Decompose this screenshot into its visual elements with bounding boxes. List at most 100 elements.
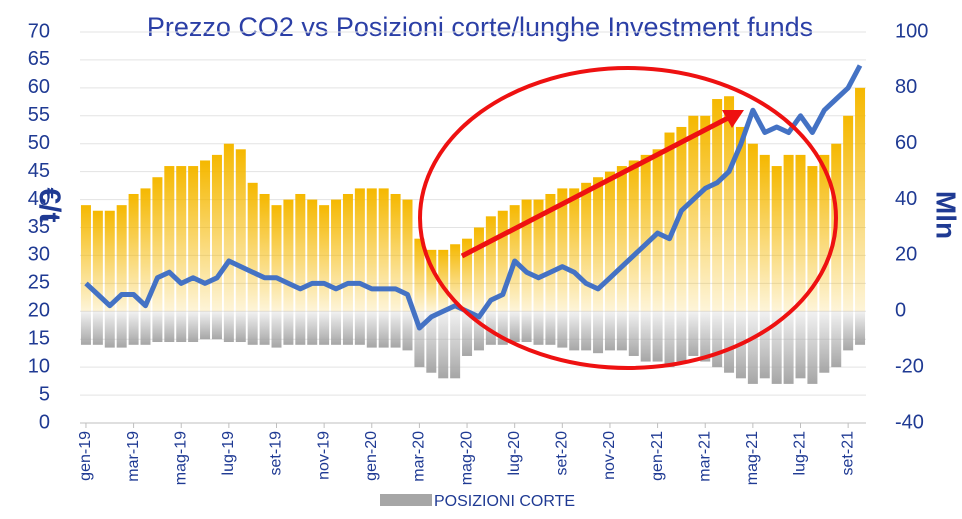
bar [712,99,723,312]
y2-tick-label: -40 [895,411,924,433]
bar [652,311,663,362]
chart-title: Prezzo CO2 vs Posizioni corte/lunghe Inv… [146,12,814,42]
bar [414,311,425,368]
bar [557,188,568,312]
bar [616,311,627,351]
bar [462,311,473,356]
bar [545,311,556,345]
y-axis-label: €/t [33,187,66,222]
bar [378,188,389,312]
bar [664,311,675,368]
bar [831,311,842,368]
bar [855,311,866,345]
y2-tick-label: 100 [895,20,928,42]
bar [735,126,746,312]
bar [223,143,234,312]
bar [426,311,437,373]
y-tick-label: 0 [39,411,50,433]
bar [152,311,163,343]
bar [545,193,556,312]
x-tick-label: lug-21 [792,431,809,476]
bar [450,244,461,312]
y2-axis-label: Mln [931,191,962,239]
bar [104,210,115,312]
bar [676,311,687,362]
x-tick-label: mar-19 [125,431,142,482]
bar [771,166,782,312]
bar [319,311,330,345]
bar [807,166,818,312]
bar [92,210,103,312]
y2-tick-label: 40 [895,188,917,210]
bar [259,311,270,345]
bar [259,193,270,312]
bar [176,166,187,312]
bar [688,311,699,356]
bar [616,166,627,312]
y2-tick-label: 0 [895,300,906,322]
x-tick-label: mag-20 [458,431,475,485]
bar [819,154,830,312]
bar [140,188,151,312]
bar [604,171,615,312]
y-tick-label: 60 [28,76,50,98]
bar [92,311,103,345]
price-line [84,64,863,331]
bar [235,149,246,312]
x-tick-label: lug-20 [506,431,523,476]
bar [640,154,651,312]
bar [593,311,604,354]
bar [593,177,604,312]
bar [283,311,294,345]
x-tick-label: mag-19 [172,431,189,485]
bar [211,311,222,340]
bar [652,149,663,312]
bar [104,311,115,348]
bar [485,216,496,312]
y-tick-label: 30 [28,244,50,266]
x-tick-label: gen-20 [363,431,380,481]
bar [176,311,187,343]
bar [640,311,651,362]
bar [581,182,592,312]
x-tick-label: gen-21 [649,431,666,481]
bar [628,311,639,356]
bar [497,311,508,345]
bar [497,210,508,312]
bar [533,199,544,312]
x-tick-label: set-19 [268,431,285,476]
bar [390,311,401,348]
bar [438,311,449,379]
bar [450,311,461,379]
bar [140,311,151,345]
bar [521,199,532,312]
bar [116,311,127,348]
bar [676,126,687,312]
bar [521,311,532,343]
legend-label: POSIZIONI CORTE [434,493,575,510]
bar [152,177,163,312]
y-tick-label: 20 [28,300,50,322]
bar [116,205,127,312]
bar [283,199,294,312]
bar [628,160,639,312]
bar [485,311,496,345]
bar [188,166,199,312]
bar [783,154,794,312]
bar [402,311,413,351]
y-tick-label: 35 [28,216,50,238]
bar [307,311,318,345]
bar [724,311,735,373]
bar [712,311,723,368]
bar [200,311,211,340]
bar [235,311,246,343]
y2-tick-label: 60 [895,132,917,154]
bar [128,311,139,345]
bar [80,205,91,312]
y-tick-label: 25 [28,272,50,294]
bar [223,311,234,343]
x-tick-label: set-20 [554,431,571,476]
bar [664,132,675,312]
x-tick-label: nov-20 [601,431,618,480]
